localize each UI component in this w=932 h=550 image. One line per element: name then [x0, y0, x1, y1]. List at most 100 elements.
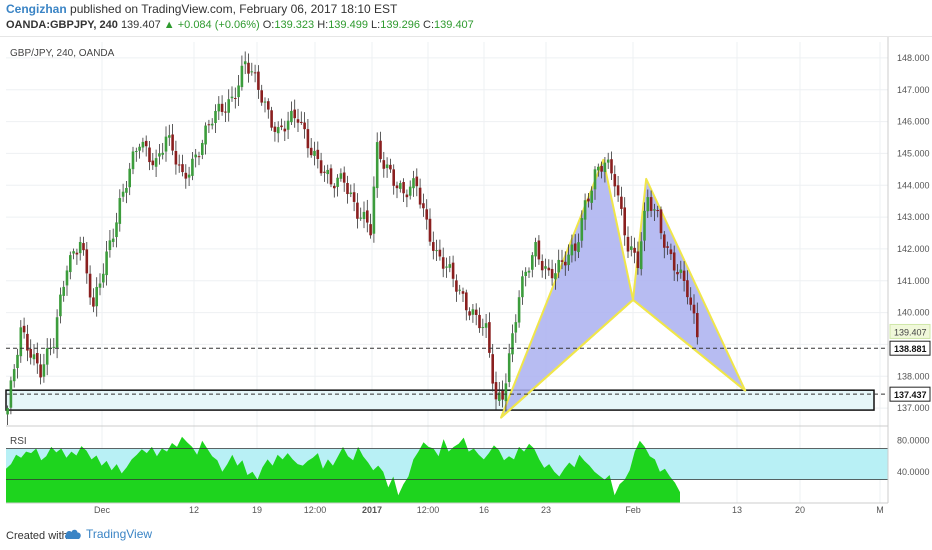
harmonic-pattern — [500, 158, 747, 419]
candle-body — [82, 243, 85, 251]
candle-body — [491, 354, 494, 384]
candle-body — [494, 382, 498, 400]
candle-body — [610, 159, 613, 174]
candle-body — [62, 286, 65, 296]
open-label: O: — [262, 19, 275, 31]
candle-body — [191, 158, 194, 176]
candle-body — [507, 353, 511, 383]
candle-body — [540, 260, 544, 271]
tradingview-logo[interactable]: TradingView — [64, 527, 152, 541]
y-tick-label: 145.000 — [897, 148, 930, 158]
candle-body — [524, 271, 527, 276]
change-arrow-icon: ▲ — [163, 19, 175, 31]
candle-body — [392, 169, 395, 186]
candle-body — [382, 160, 386, 169]
candle-body — [207, 124, 211, 126]
candles — [6, 51, 699, 425]
candle-body — [319, 160, 323, 174]
candle-body — [461, 291, 465, 294]
x-tick-label: Dec — [94, 505, 111, 515]
candle-body — [583, 200, 587, 220]
candle-body — [686, 280, 689, 298]
candle-body — [445, 266, 448, 268]
quote-line: OANDA:GBPJPY, 240 139.407 ▲ +0.084 (+0.0… — [6, 19, 474, 31]
candle-body — [181, 164, 184, 173]
published-text: published on TradingView.com, February 0… — [70, 2, 398, 16]
candle-body — [36, 353, 39, 364]
low-value: 139.296 — [380, 19, 420, 31]
candle-body — [564, 261, 567, 266]
candle-body — [227, 99, 230, 113]
candle-body — [19, 327, 23, 357]
rsi-area — [6, 436, 680, 503]
pattern-xab — [500, 158, 634, 419]
candle-body — [471, 309, 475, 315]
candle-body — [273, 126, 277, 132]
low-label: L: — [371, 19, 381, 31]
candle-body — [521, 276, 524, 298]
candle-body — [481, 327, 485, 329]
candle-body — [32, 354, 36, 360]
last-price: 139.407 — [120, 19, 161, 31]
pattern-xb-leg — [500, 299, 634, 419]
candle-body — [168, 135, 171, 138]
candle-body — [105, 251, 108, 276]
candle-body — [303, 122, 306, 130]
candle-body — [39, 364, 42, 378]
author-link[interactable]: Cengizhan — [6, 2, 67, 16]
candle-body — [92, 297, 95, 307]
candle-body — [151, 160, 155, 166]
candle-body — [633, 247, 636, 253]
candle-body — [511, 333, 514, 355]
candle-body — [98, 283, 102, 288]
chart-canvas[interactable]: Dec 12 19 12:00 2017 12:00 16 23 Feb 13 20 M 137.000… — [0, 37, 932, 520]
candle-body — [154, 158, 158, 167]
y-tick-label: 147.000 — [897, 85, 930, 95]
candle-body — [438, 249, 442, 257]
support-zone-layer — [5, 389, 875, 411]
candle-body — [643, 210, 646, 241]
candle-body — [666, 246, 669, 248]
x-tick-label: Feb — [625, 505, 641, 515]
high-label: H: — [317, 19, 329, 31]
candle-body — [422, 203, 425, 209]
candle-body — [653, 209, 656, 211]
candle-body — [184, 172, 188, 179]
candle-body — [451, 262, 455, 279]
x-tick-label: 12 — [189, 505, 199, 515]
candle-body — [577, 242, 580, 253]
y-tick-label: 146.000 — [897, 117, 930, 127]
candle-body — [468, 311, 471, 316]
y-tick-label: 137.000 — [897, 403, 930, 413]
x-tick-label: 12:00 — [417, 505, 440, 515]
candle-body — [128, 168, 131, 188]
candle-body — [210, 123, 214, 126]
candle-body — [346, 183, 349, 195]
chart-area[interactable]: Dec 12 19 12:00 2017 12:00 16 23 Feb 13 20 M 137.000… — [0, 37, 932, 520]
candle-body — [590, 190, 593, 203]
candle-body — [75, 252, 79, 255]
candle-body — [630, 246, 633, 250]
rsi-pane — [6, 436, 888, 503]
candle-body — [102, 273, 105, 283]
candle-body — [78, 242, 82, 254]
candle-body — [161, 152, 164, 155]
candle-body — [217, 103, 221, 112]
candle-body — [141, 141, 145, 148]
candle-body — [158, 153, 161, 157]
candle-body — [253, 72, 257, 74]
candle-body — [672, 252, 676, 271]
candle-body — [69, 255, 72, 273]
candle-body — [286, 120, 290, 130]
candle-body — [9, 380, 13, 408]
candle-body — [280, 125, 283, 128]
cloud-icon — [64, 529, 81, 539]
candle-body — [45, 348, 49, 365]
candle-body — [339, 173, 343, 179]
y-tick-label: 138.000 — [897, 371, 930, 381]
x-tick-label: 23 — [541, 505, 551, 515]
price-tag — [889, 340, 931, 356]
candle-body — [458, 289, 461, 291]
brand-label: TradingView — [86, 527, 153, 541]
candle-body — [247, 62, 250, 74]
